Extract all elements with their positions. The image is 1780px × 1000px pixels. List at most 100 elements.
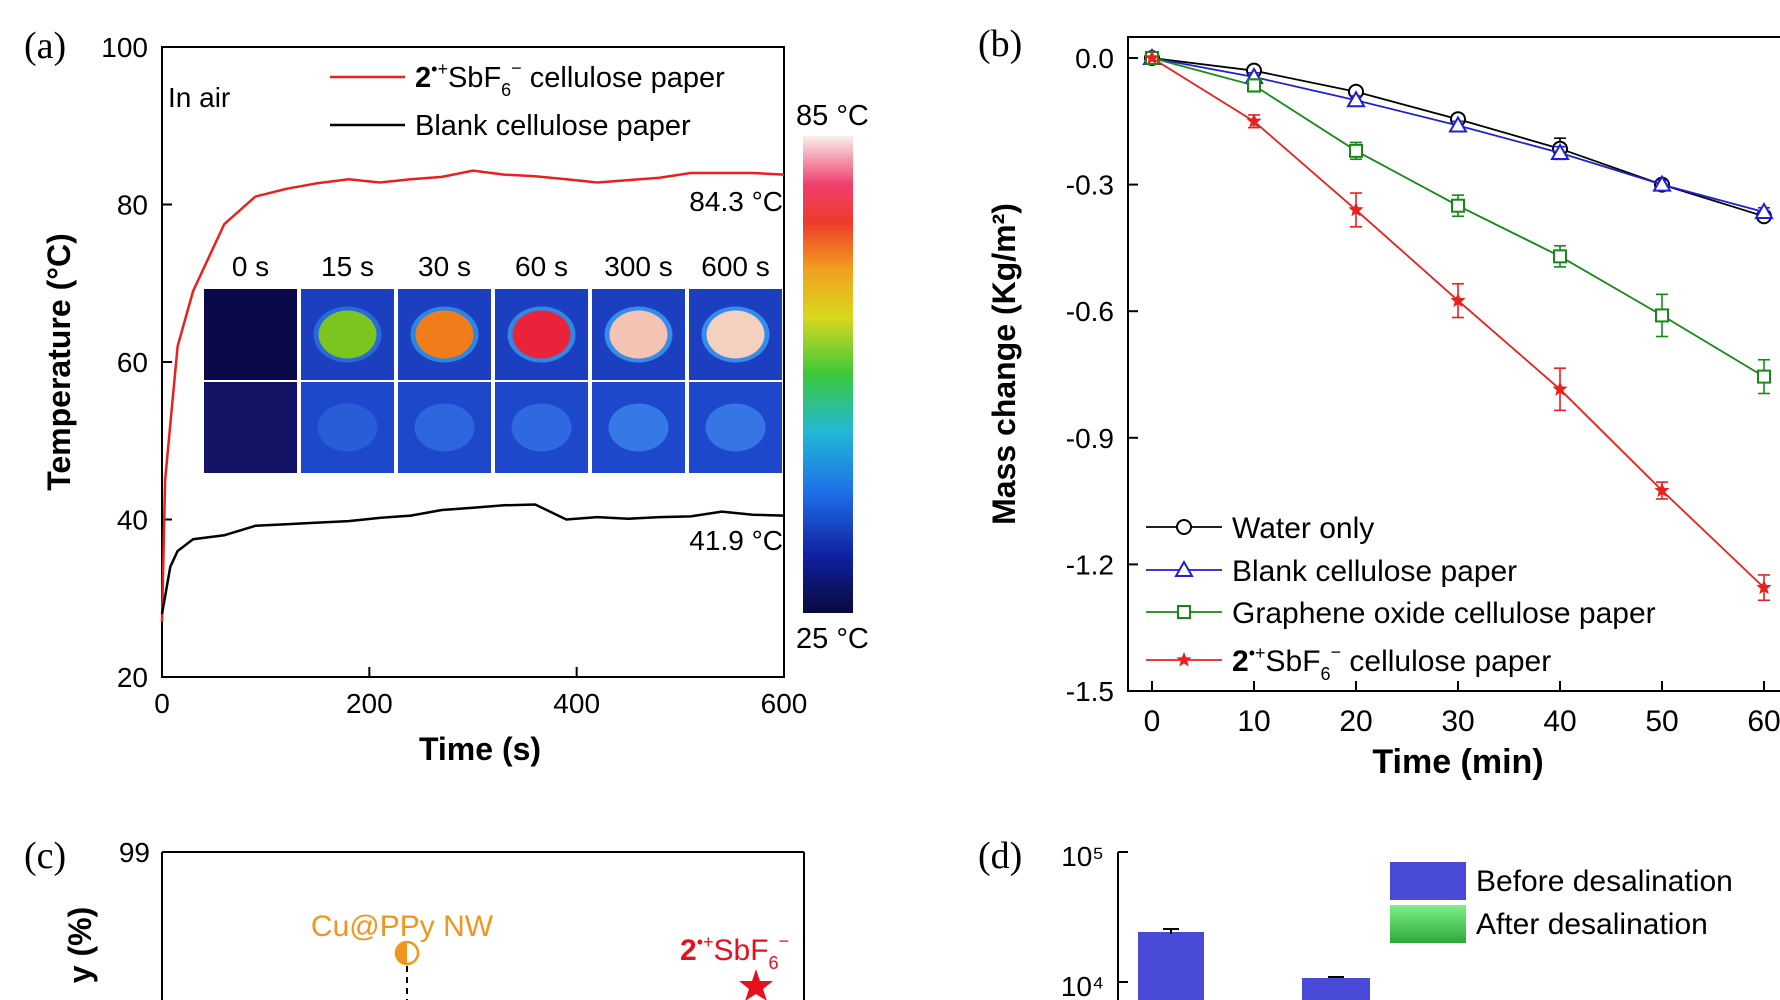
b-y-tick-label-0.0: 0.0 [1075,43,1114,74]
thermal-bottom-spot-3 [511,403,572,452]
b-series-line-1 [1151,57,1765,213]
thermal-bottom-spot-4 [608,403,669,452]
panel-c-label: (c) [24,835,66,877]
b-x-tick-label-10: 10 [1237,705,1270,738]
b-point-3-5 [1654,482,1670,497]
colorbar-max-label: 85 °C [796,100,869,132]
point-label-sbf6-mid: SbF [714,934,769,967]
thermal-bottom-cell-0 [204,382,297,473]
point-marker-cu-ppy [394,940,420,1000]
legend-red-part-sup: •+ [431,59,448,79]
panel-a-legend: 2•+SbF6− cellulose paper Blank cellulose… [330,58,725,142]
b-legend-marker-2 [1177,605,1191,619]
thermal-time-label-3: 60 s [515,251,568,282]
bar-before-2 [1302,976,1370,1000]
panel-a-series-lines [160,169,785,622]
legend-swatch-before [1390,862,1466,900]
a-x-tick-label-200: 200 [346,688,393,719]
panel-a-label: (a) [24,25,66,67]
series-end-label-black: 41.9 °C [689,525,783,556]
thermal-top-cell-0 [204,289,297,380]
b-x-tick-label-20: 20 [1339,705,1372,738]
panel-c-y-tick-label-99: 99 [119,837,150,868]
temperature-colorbar [803,136,853,613]
thermal-time-label-4: 300 s [604,251,673,282]
b-series-1 [1142,47,1774,220]
point-label-sbf6-sub: 6 [769,953,779,973]
b-point-2-2 [1349,143,1363,158]
a-series-line-1 [160,503,785,615]
thermal-top-spot-2 [415,310,474,359]
b-point-3-6 [1756,579,1772,595]
point-label-sbf6: 2•+SbF6− [680,931,789,973]
thermal-bottom-spot-2 [414,403,475,452]
b-point-2-4 [1553,249,1567,264]
b-point-1-3 [1448,115,1468,133]
a-series-line-0 [160,169,785,622]
point-label-sbf6-sup: •+ [697,932,714,952]
legend-swatch-after [1390,905,1466,943]
panel-a-y-ticks: 20 40 60 80 100 [101,32,172,693]
panel-a-y-axis-label: Temperature (°C) [41,233,77,491]
legend-red-part-mid: SbF [448,62,501,94]
panel-b-x-axis-label: Time (min) [1372,743,1543,781]
b-x-tick-label-0: 0 [1144,705,1161,738]
b-y-tick-label--1.2: -1.2 [1066,549,1114,580]
b-point-3-3 [1450,292,1466,308]
b-x-tick-label-40: 40 [1543,705,1576,738]
a-y-tick-label-20: 20 [117,662,148,693]
series-end-label-red: 84.3 °C [689,186,783,217]
panel-b-x-ticks: 0 10 20 30 40 50 60 [1144,681,1780,738]
b-series-line-2 [1151,57,1765,378]
legend-label-black: Blank cellulose paper [415,110,691,142]
b-x-tick-label-30: 30 [1441,705,1474,738]
legend-red-part-main: 2 [415,62,431,94]
point-label-sbf6-main: 2 [680,934,697,967]
panel-b-y-ticks: 0.0 -0.3 -0.6 -0.9 -1.2 -1.5 [1066,43,1138,707]
a-y-tick-label-60: 60 [117,347,148,378]
b-series-2 [1145,51,1771,395]
panel-b-plot-frame [1127,36,1780,692]
thermal-time-label-5: 600 s [701,251,770,282]
legend-red-part-sub: 6 [501,80,511,100]
b-legend-marker-1 [1174,559,1194,577]
b-y-tick-label--0.3: -0.3 [1066,170,1114,201]
b-legend-marker-0 [1176,519,1192,535]
thermal-top-spot-5 [706,310,765,359]
b-series-3 [1144,50,1772,602]
panel-c: (c) 99 y (%) Cu@PPy NW 2•+SbF6− [24,835,805,1000]
panel-d-y-tick-label-1e5: 10⁵ [1061,841,1104,872]
panel-c-y-axis-label-partial: y (%) [62,907,98,983]
b-x-tick-label-60: 60 [1747,705,1780,738]
b-legend-label-0: Water only [1232,512,1374,545]
bar-before-1 [1138,928,1204,1000]
panel-d-legend: Before desalination After desalination [1390,862,1733,943]
b-point-2-3 [1451,198,1465,213]
panel-d-label: (d) [978,835,1022,877]
panel-b-label: (b) [978,23,1022,65]
thermal-bottom-spot-5 [705,403,766,452]
b-point-1-5 [1652,174,1672,192]
colorbar-min-label: 25 °C [796,623,869,655]
panel-d: (d) 10⁵ 10⁴ Before desalination After de… [978,835,1733,1000]
point-label-sbf6-sup2: − [779,931,790,951]
thermal-time-label-2: 30 s [418,251,471,282]
b-point-2-6 [1757,369,1771,384]
point-marker-sbf6-star [739,969,773,1000]
thermal-bottom-spot-1 [317,403,378,452]
b-point-1-2 [1346,90,1366,108]
panel-b: (b) 0.0 -0.3 -0.6 -0.9 -1.2 -1.5 0 10 20 30 40 50 6… [978,23,1780,781]
thermal-top-spot-1 [318,310,377,359]
b-y-tick-label--0.9: -0.9 [1066,423,1114,454]
panel-a: (a) 20 40 60 80 100 0 200 400 600 Time (s) Temp… [24,25,869,767]
legend-red-part-sup2: − [511,58,522,78]
a-y-tick-label-100: 100 [101,32,148,63]
point-label-cu-ppy: Cu@PPy NW [311,910,494,943]
panel-d-y-tick-label-1e4: 10⁴ [1061,971,1104,1000]
panel-a-x-ticks: 0 200 400 600 [154,667,807,719]
thermal-time-label-0: 0 s [232,251,269,282]
b-series-line-3 [1151,57,1765,589]
b-point-3-1 [1246,113,1262,128]
a-x-tick-label-600: 600 [761,688,808,719]
b-legend-label-1: Blank cellulose paper [1232,555,1517,588]
